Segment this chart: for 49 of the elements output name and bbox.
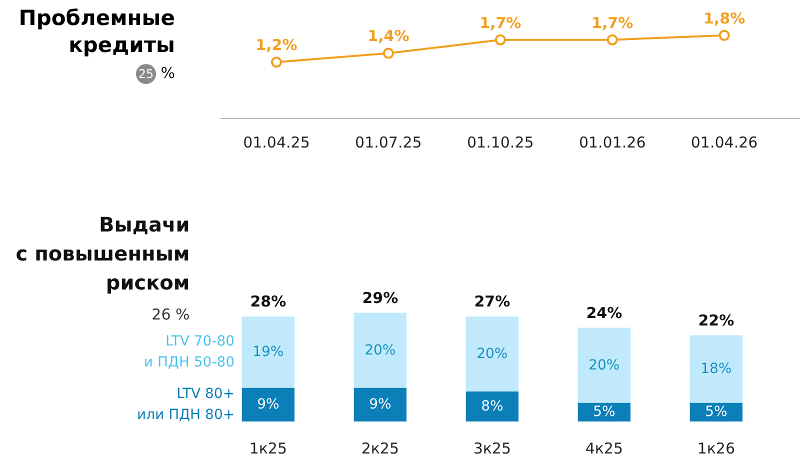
data-label: 20% — [364, 342, 396, 358]
data-label: 1,7% — [480, 14, 522, 32]
x-tick-label: 2к25 — [361, 440, 400, 456]
x-tick-label: 1к25 — [249, 440, 288, 456]
bar — [466, 316, 518, 392]
data-label: 20% — [588, 357, 620, 374]
data-label: 5% — [593, 404, 616, 420]
bar — [690, 335, 742, 403]
bar — [354, 312, 406, 388]
total-label: 28% — [250, 292, 286, 310]
x-tick-label: 4к25 — [585, 440, 624, 456]
data-label: 1,4% — [368, 27, 410, 46]
x-tick-label: 1к26 — [697, 440, 736, 456]
point — [606, 34, 618, 46]
data-label: 1,7% — [592, 14, 634, 32]
total-label: 27% — [474, 292, 510, 310]
point — [494, 34, 506, 46]
x-tick-label: 01.04.26 — [690, 134, 758, 152]
bar — [242, 316, 294, 388]
chart-title: Проблемные кредиты — [18, 5, 175, 59]
x-tick-label: 3к25 — [473, 440, 512, 456]
bar — [354, 388, 406, 422]
bar — [578, 328, 630, 403]
total-label: 24% — [586, 304, 622, 322]
data-label: 18% — [700, 361, 732, 377]
data-label: 19% — [252, 344, 284, 360]
chart-title: Выдачи с повышенным риском — [16, 212, 190, 294]
data-label: 9% — [369, 396, 392, 413]
data-label: 9% — [257, 396, 280, 413]
series-label: LTV 70-80 и ПДН 50-80 — [144, 334, 235, 371]
x-tick-label: 01.10.25 — [466, 134, 534, 152]
data-label: 1,8% — [703, 9, 746, 28]
series-label: LTV 80+ или ПДН 80+ — [136, 386, 235, 424]
point — [270, 56, 282, 68]
total-label: 22% — [698, 311, 734, 330]
data-label: 20% — [476, 346, 508, 362]
x-tick-label: 01.07.25 — [355, 134, 422, 152]
total-label: 29% — [362, 288, 398, 307]
bar — [242, 388, 294, 422]
point — [382, 48, 394, 59]
bar — [466, 392, 518, 422]
text: 25 % — [137, 63, 175, 84]
text: 26 % — [152, 305, 190, 324]
x-tick-label: 01.04.25 — [243, 134, 310, 152]
data-label: 5% — [705, 404, 728, 420]
point — [718, 30, 730, 41]
data-label: 8% — [481, 398, 504, 414]
x-tick-label: 01.01.26 — [578, 134, 646, 152]
data-label: 1,2% — [256, 36, 298, 54]
